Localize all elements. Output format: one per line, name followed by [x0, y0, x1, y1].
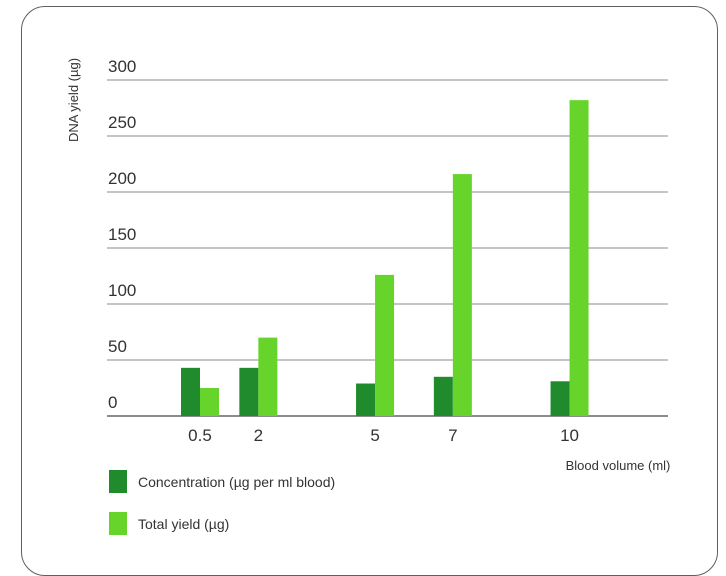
bar-concentration-10 [550, 381, 570, 416]
bar-concentration-7 [433, 376, 453, 416]
y-tick-label-0: 0 [108, 393, 117, 412]
chart-card [21, 6, 718, 576]
y-tick-labels: 0 50 100 150 200 250 300 [108, 57, 136, 412]
x-tick-label-2: 2 [254, 426, 263, 445]
y-tick-label-150: 150 [108, 225, 136, 244]
legend-label-total-yield: Total yield (µg) [138, 516, 229, 532]
y-tick-label-200: 200 [108, 169, 136, 188]
bar-total-yield-0.5 [200, 388, 219, 416]
y-axis-title: DNA yield (µg) [66, 58, 81, 142]
legend-swatch-concentration [109, 470, 127, 493]
bar-total-yield-2 [258, 337, 278, 416]
y-tick-label-100: 100 [108, 281, 136, 300]
legend: Concentration (µg per ml blood) Total yi… [109, 470, 335, 535]
y-tick-label-250: 250 [108, 113, 136, 132]
legend-swatch-total-yield [109, 512, 127, 535]
bar-total-yield-10 [569, 100, 589, 416]
y-tick-label-300: 300 [108, 57, 136, 76]
y-tick-label-50: 50 [108, 337, 127, 356]
bar-total-yield-5 [375, 274, 395, 416]
x-tick-label-5: 5 [370, 426, 379, 445]
x-axis-title: Blood volume (ml) [566, 458, 671, 473]
bar-concentration-0.5 [181, 367, 200, 416]
bar-total-yield-7 [452, 174, 472, 416]
bars [181, 100, 589, 416]
bar-concentration-2 [239, 367, 259, 416]
x-tick-labels: 0.5 2 5 7 10 [188, 426, 579, 445]
x-tick-label-10: 10 [560, 426, 579, 445]
legend-label-concentration: Concentration (µg per ml blood) [138, 474, 335, 490]
x-tick-label-7: 7 [448, 426, 457, 445]
x-tick-label-0.5: 0.5 [188, 426, 212, 445]
bar-concentration-5 [356, 383, 376, 416]
